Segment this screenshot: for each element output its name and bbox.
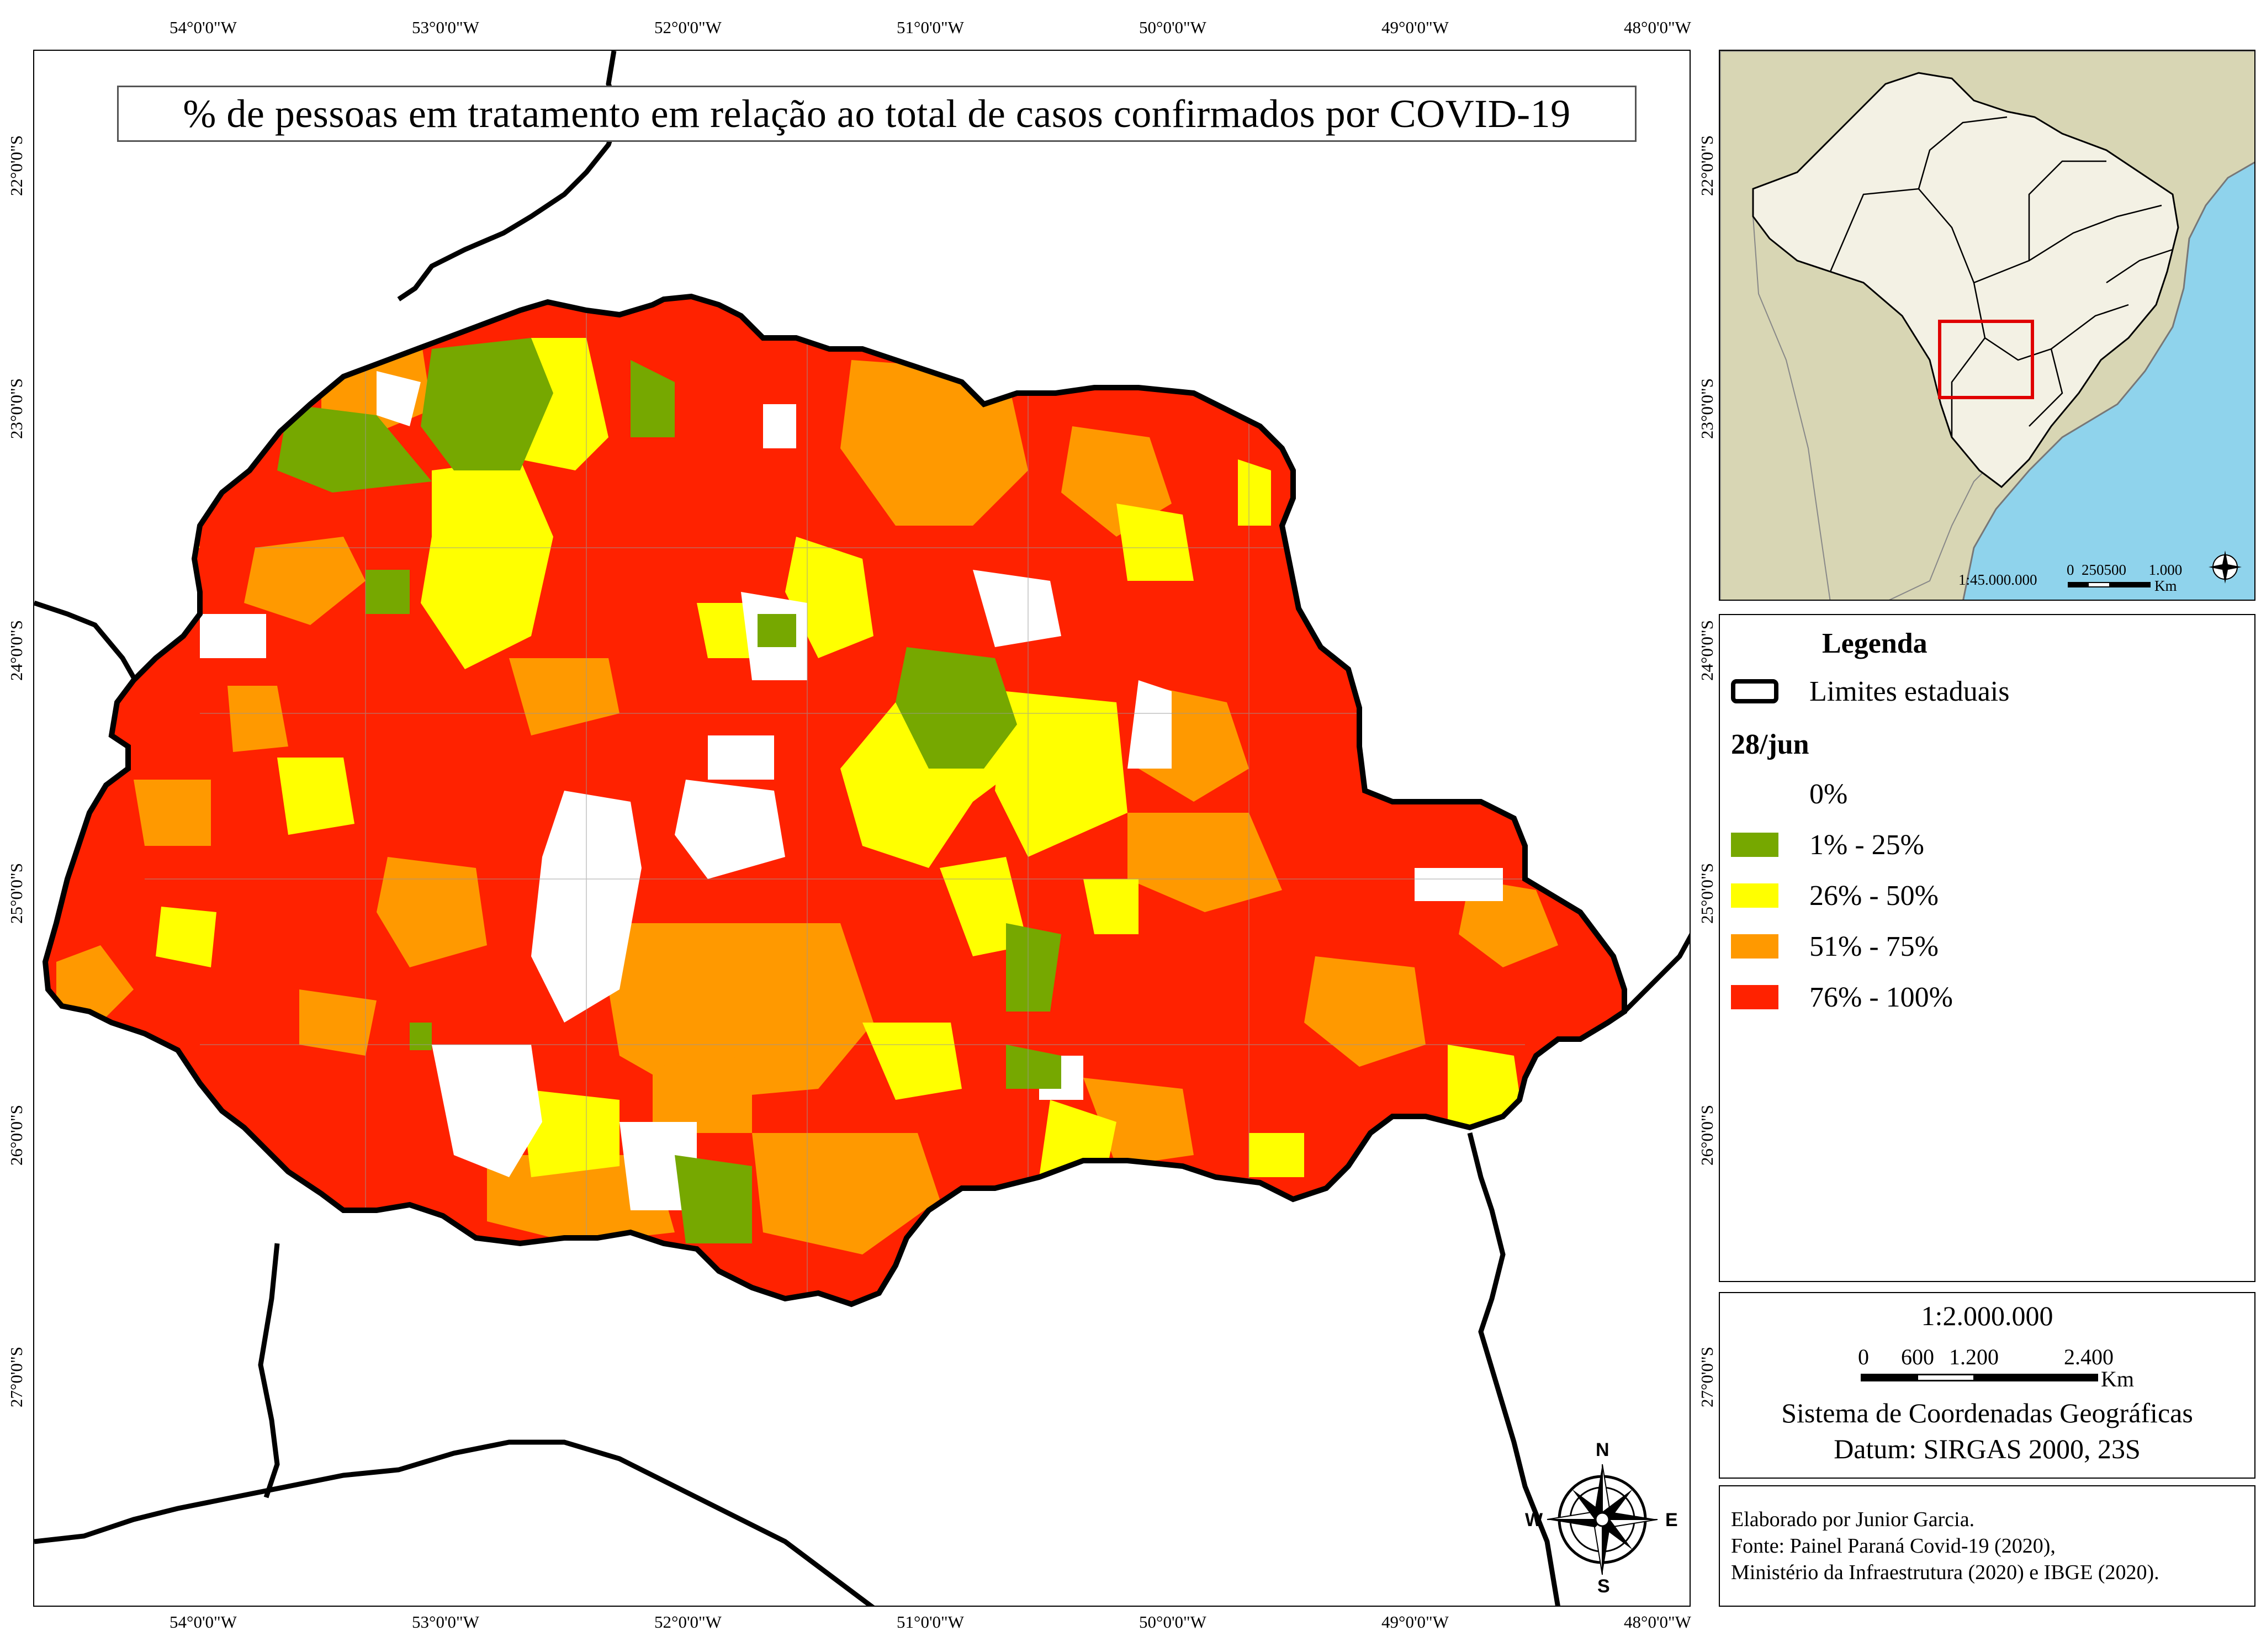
- lon-tick: 49°0'0"W: [1381, 18, 1449, 37]
- south-america-locator-map: [1720, 51, 2254, 600]
- scale-ratio: 1:2.000.000: [1921, 1300, 2053, 1331]
- lon-tick: 50°0'0"W: [1139, 18, 1206, 37]
- parana-state-boundary: [42, 293, 1627, 1307]
- legend-label: Limites estaduais: [1809, 675, 2010, 707]
- state-limit-swatch: [1731, 679, 1778, 703]
- inset-scale-ratio: 1:45.000.000: [1958, 571, 2037, 588]
- legend-label: 26% - 50%: [1809, 880, 1939, 912]
- lon-tick: 53°0'0"W: [412, 1612, 479, 1632]
- legend-title: Legenda: [1822, 628, 1928, 659]
- lat-tick: 27°0'0"S: [7, 1347, 26, 1407]
- legend-class-item: 51% - 75%: [1731, 931, 1939, 962]
- compass-south-label: S: [1597, 1576, 1610, 1597]
- lon-tick: 51°0'0"W: [897, 1612, 964, 1632]
- legend-class-item: 76% - 100%: [1731, 982, 1953, 1013]
- class-swatch: [1731, 985, 1778, 1009]
- scale-bar: [1861, 1374, 2098, 1381]
- scale-unit: Km: [2101, 1367, 2134, 1391]
- class-swatch: [1731, 934, 1778, 959]
- coordinate-system: Sistema de Coordenadas Geográficas: [1781, 1397, 2193, 1428]
- main-map-frame: % de pessoas em tratamento em relação ao…: [33, 50, 1691, 1607]
- legend-label: 1% - 25%: [1809, 829, 1924, 861]
- legend-item-state-limits: Limites estaduais: [1731, 676, 2009, 707]
- scale-tick-label: 0: [1858, 1344, 1869, 1369]
- legend-class-item: 26% - 50%: [1731, 880, 1939, 912]
- scale-panel: 1:2.000.000 0 600 1.200 2.400 Km Sistema…: [1719, 1292, 2255, 1479]
- lon-tick: 49°0'0"W: [1381, 1612, 1449, 1632]
- lat-tick: 24°0'0"S: [7, 620, 26, 681]
- lat-tick: 26°0'0"S: [1697, 1105, 1717, 1166]
- legend-class-item: 0%: [1731, 778, 1848, 810]
- scale-tick-label: 2.400: [2064, 1344, 2114, 1369]
- scale-tick-label: 600: [1901, 1344, 1934, 1369]
- lat-tick: 22°0'0"S: [1697, 135, 1717, 196]
- lat-tick: 23°0'0"S: [1697, 378, 1717, 439]
- lat-tick: 22°0'0"S: [7, 135, 26, 196]
- lon-tick: 51°0'0"W: [897, 18, 964, 37]
- class-swatch: [1731, 883, 1778, 908]
- credit-source-cont: Ministério da Infraestrutura (2020) e IB…: [1731, 1561, 2159, 1584]
- lat-tick: 25°0'0"S: [7, 863, 26, 924]
- credits-panel: Elaborado por Junior Garcia. Fonte: Pain…: [1719, 1485, 2255, 1607]
- compass-west-label: W: [1525, 1510, 1543, 1531]
- locator-map-frame: 1:45.000.000 0 250500 1.000 Km: [1719, 50, 2255, 601]
- lon-tick: 50°0'0"W: [1139, 1612, 1206, 1632]
- map-title: % de pessoas em tratamento em relação ao…: [117, 86, 1637, 142]
- legend-class-item: 1% - 25%: [1731, 829, 1924, 861]
- lat-tick: 26°0'0"S: [7, 1105, 26, 1166]
- lat-tick: 27°0'0"S: [1697, 1347, 1717, 1407]
- inset-scale-ticks: 0 250500 1.000: [2067, 562, 2183, 578]
- legend-date: 28/jun: [1731, 729, 1809, 760]
- neighbor-borders: [34, 51, 1690, 1606]
- credit-source: Fonte: Painel Paraná Covid-19 (2020),: [1731, 1534, 2056, 1558]
- lon-tick: 52°0'0"W: [654, 18, 722, 37]
- study-area-highlight: [1938, 320, 2034, 399]
- compass-north-label: N: [1596, 1439, 1609, 1460]
- legend-label: 0%: [1809, 778, 1848, 810]
- inset-compass-icon: [2209, 550, 2242, 584]
- legend-label: 76% - 100%: [1809, 981, 1953, 1013]
- lon-tick: 54°0'0"W: [170, 18, 237, 37]
- lat-tick: 23°0'0"S: [7, 378, 26, 439]
- lon-tick: 48°0'0"W: [1624, 18, 1691, 37]
- class-swatch: [1731, 833, 1778, 857]
- inset-scale-bar: [2068, 582, 2151, 587]
- legend-label: 51% - 75%: [1809, 930, 1939, 962]
- scale-tick-label: 1.200: [1949, 1344, 1999, 1369]
- lon-tick: 53°0'0"W: [412, 18, 479, 37]
- datum: Datum: SIRGAS 2000, 23S: [1834, 1433, 2141, 1464]
- inset-scale-unit: Km: [2154, 578, 2177, 594]
- lon-tick: 52°0'0"W: [654, 1612, 722, 1632]
- parana-map: [34, 51, 1690, 1606]
- compass-east-label: E: [1665, 1510, 1678, 1531]
- municipalities-choropleth: [45, 296, 1624, 1304]
- lat-tick: 25°0'0"S: [1697, 863, 1717, 924]
- lon-tick: 54°0'0"W: [170, 1612, 237, 1632]
- class-swatch: [1731, 782, 1778, 806]
- compass-rose-icon: [1547, 1464, 1658, 1575]
- lon-tick: 48°0'0"W: [1624, 1612, 1691, 1632]
- lat-tick: 24°0'0"S: [1697, 620, 1717, 681]
- credit-author: Elaborado por Junior Garcia.: [1731, 1508, 1975, 1531]
- legend-panel: Legenda Limites estaduais 28/jun 0% 1% -…: [1719, 614, 2255, 1282]
